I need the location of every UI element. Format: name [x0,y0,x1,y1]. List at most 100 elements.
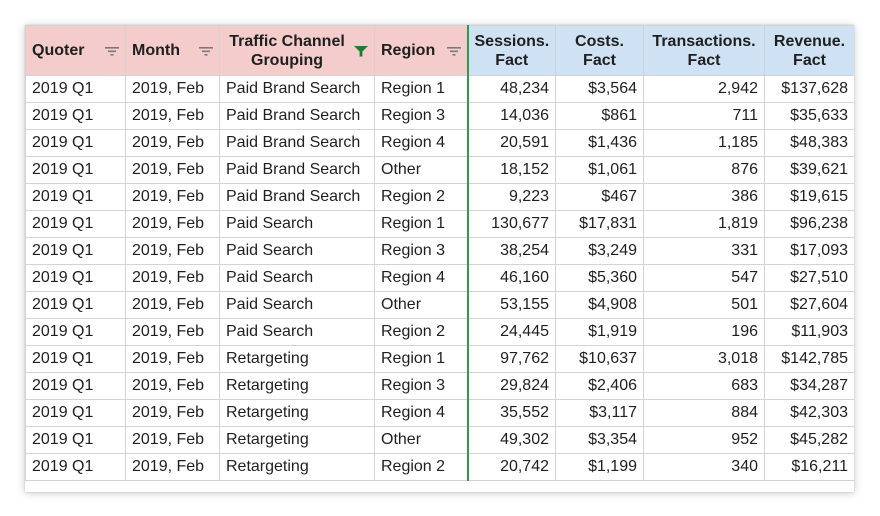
cell-revenue[interactable]: $27,604 [764,291,854,319]
cell-transactions[interactable]: 340 [643,453,765,481]
cell-month[interactable]: 2019, Feb [125,102,220,130]
cell-month[interactable]: 2019, Feb [125,264,220,292]
cell-transactions[interactable]: 3,018 [643,345,765,373]
filter-lines-icon[interactable] [446,45,461,57]
cell-region[interactable]: Other [374,426,469,454]
cell-quoter[interactable]: 2019 Q1 [25,210,126,238]
cell-sessions[interactable]: 29,824 [467,372,556,400]
cell-transactions[interactable]: 711 [643,102,765,130]
cell-revenue[interactable]: $45,282 [764,426,854,454]
cell-month[interactable]: 2019, Feb [125,345,220,373]
cell-month[interactable]: 2019, Feb [125,75,220,103]
cell-quoter[interactable]: 2019 Q1 [25,345,126,373]
cell-transactions[interactable]: 501 [643,291,765,319]
cell-region[interactable]: Region 1 [374,210,469,238]
cell-sessions[interactable]: 53,155 [467,291,556,319]
cell-region[interactable]: Region 3 [374,102,469,130]
cell-month[interactable]: 2019, Feb [125,129,220,157]
cell-revenue[interactable]: $35,633 [764,102,854,130]
cell-costs[interactable]: $1,199 [555,453,644,481]
cell-quoter[interactable]: 2019 Q1 [25,291,126,319]
cell-region[interactable]: Region 2 [374,318,469,346]
cell-sessions[interactable]: 97,762 [467,345,556,373]
cell-region[interactable]: Region 3 [374,372,469,400]
cell-quoter[interactable]: 2019 Q1 [25,453,126,481]
cell-region[interactable]: Region 4 [374,264,469,292]
cell-costs[interactable]: $5,360 [555,264,644,292]
cell-traffic-channel[interactable]: Paid Brand Search [219,75,375,103]
cell-transactions[interactable]: 1,819 [643,210,765,238]
cell-transactions[interactable]: 547 [643,264,765,292]
cell-revenue[interactable]: $16,211 [764,453,854,481]
cell-costs[interactable]: $3,117 [555,399,644,427]
cell-revenue[interactable]: $96,238 [764,210,854,238]
cell-transactions[interactable]: 2,942 [643,75,765,103]
cell-revenue[interactable]: $11,903 [764,318,854,346]
cell-transactions[interactable]: 386 [643,183,765,211]
cell-costs[interactable]: $1,436 [555,129,644,157]
cell-quoter[interactable]: 2019 Q1 [25,399,126,427]
cell-month[interactable]: 2019, Feb [125,183,220,211]
cell-costs[interactable]: $17,831 [555,210,644,238]
cell-quoter[interactable]: 2019 Q1 [25,102,126,130]
cell-costs[interactable]: $861 [555,102,644,130]
cell-sessions[interactable]: 46,160 [467,264,556,292]
cell-month[interactable]: 2019, Feb [125,426,220,454]
cell-month[interactable]: 2019, Feb [125,291,220,319]
cell-transactions[interactable]: 683 [643,372,765,400]
cell-costs[interactable]: $467 [555,183,644,211]
cell-revenue[interactable]: $27,510 [764,264,854,292]
cell-region[interactable]: Region 3 [374,237,469,265]
header-sessions-fact[interactable]: Sessions. Fact [467,25,556,76]
cell-traffic-channel[interactable]: Paid Brand Search [219,183,375,211]
cell-revenue[interactable]: $42,303 [764,399,854,427]
cell-traffic-channel[interactable]: Retargeting [219,453,375,481]
cell-revenue[interactable]: $48,383 [764,129,854,157]
cell-quoter[interactable]: 2019 Q1 [25,75,126,103]
cell-sessions[interactable]: 20,742 [467,453,556,481]
cell-sessions[interactable]: 48,234 [467,75,556,103]
cell-costs[interactable]: $3,249 [555,237,644,265]
cell-quoter[interactable]: 2019 Q1 [25,426,126,454]
filter-lines-icon[interactable] [199,45,213,57]
cell-region[interactable]: Other [374,291,469,319]
cell-transactions[interactable]: 196 [643,318,765,346]
cell-sessions[interactable]: 130,677 [467,210,556,238]
cell-transactions[interactable]: 331 [643,237,765,265]
cell-revenue[interactable]: $34,287 [764,372,854,400]
cell-revenue[interactable]: $137,628 [764,75,854,103]
cell-costs[interactable]: $3,354 [555,426,644,454]
header-region[interactable]: Region [374,25,469,76]
cell-quoter[interactable]: 2019 Q1 [25,183,126,211]
cell-month[interactable]: 2019, Feb [125,399,220,427]
filter-lines-icon[interactable] [105,45,119,57]
cell-quoter[interactable]: 2019 Q1 [25,318,126,346]
cell-region[interactable]: Region 4 [374,129,469,157]
cell-region[interactable]: Region 2 [374,183,469,211]
cell-transactions[interactable]: 884 [643,399,765,427]
cell-traffic-channel[interactable]: Paid Search [219,318,375,346]
cell-region[interactable]: Region 4 [374,399,469,427]
header-traffic-channel-grouping[interactable]: Traffic Channel Grouping [219,25,375,76]
cell-quoter[interactable]: 2019 Q1 [25,372,126,400]
cell-traffic-channel[interactable]: Paid Search [219,237,375,265]
cell-traffic-channel[interactable]: Paid Brand Search [219,156,375,184]
cell-traffic-channel[interactable]: Retargeting [219,426,375,454]
cell-sessions[interactable]: 9,223 [467,183,556,211]
cell-sessions[interactable]: 20,591 [467,129,556,157]
cell-traffic-channel[interactable]: Retargeting [219,372,375,400]
cell-transactions[interactable]: 1,185 [643,129,765,157]
cell-revenue[interactable]: $39,621 [764,156,854,184]
cell-sessions[interactable]: 18,152 [467,156,556,184]
cell-month[interactable]: 2019, Feb [125,318,220,346]
cell-region[interactable]: Other [374,156,469,184]
filter-funnel-active-icon[interactable] [354,45,368,57]
cell-costs[interactable]: $1,919 [555,318,644,346]
cell-month[interactable]: 2019, Feb [125,210,220,238]
cell-traffic-channel[interactable]: Paid Search [219,264,375,292]
cell-traffic-channel[interactable]: Retargeting [219,399,375,427]
cell-sessions[interactable]: 14,036 [467,102,556,130]
cell-month[interactable]: 2019, Feb [125,453,220,481]
cell-region[interactable]: Region 1 [374,345,469,373]
header-month[interactable]: Month [125,25,220,76]
